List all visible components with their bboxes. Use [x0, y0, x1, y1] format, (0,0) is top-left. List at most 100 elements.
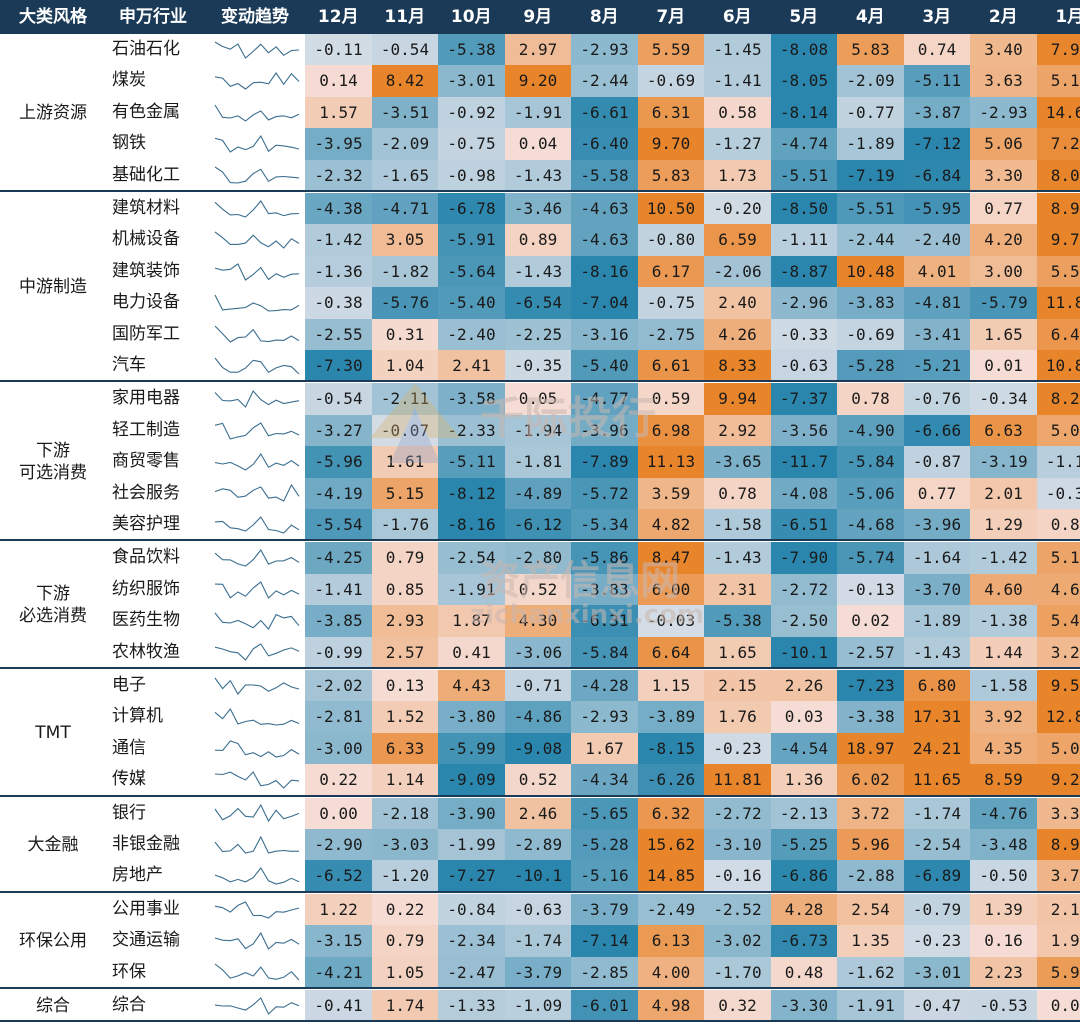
heatmap-cell: -4.63 [571, 193, 638, 224]
heatmap-cell: -5.72 [571, 478, 638, 509]
heatmap-cell: 5.95 [1037, 957, 1080, 988]
heatmap-cell: 9.70 [638, 128, 705, 159]
trend-sparkline [214, 71, 300, 91]
industry-name: 建筑装饰 [112, 256, 208, 287]
heatmap-cell: -1.20 [372, 860, 439, 891]
heatmap-cell: -1.62 [837, 957, 904, 988]
heatmap-cell: -4.19 [305, 478, 372, 509]
heatmap-cell: -6.73 [771, 925, 838, 956]
heatmap-cell: -2.32 [305, 160, 372, 191]
heatmap-cell: 2.46 [505, 798, 572, 829]
heatmap-cell: 4.35 [970, 733, 1037, 764]
group-label: 环保公用 [0, 894, 106, 988]
heatmap-cell: -2.75 [638, 319, 705, 350]
group-label: 中游制造 [0, 193, 106, 381]
heatmap-cell: -6.84 [904, 160, 971, 191]
heatmap-cell: -3.30 [771, 990, 838, 1021]
heatmap-cell: -1.91 [505, 97, 572, 128]
sparkline-path [215, 998, 299, 1014]
heatmap-cell: -7.19 [837, 160, 904, 191]
group-divider [0, 891, 1080, 893]
heatmap-cell: -0.41 [305, 990, 372, 1021]
heatmap-cell: 11.82 [1037, 287, 1080, 318]
industry-name: 传媒 [112, 764, 208, 795]
heatmap-cell: -5.25 [771, 829, 838, 860]
sparkline-path [215, 358, 299, 374]
heatmap-cell: 6.02 [837, 764, 904, 795]
heatmap-cell: 8.42 [372, 65, 439, 96]
heatmap-cell: -0.16 [704, 860, 771, 891]
heatmap-cell: 0.85 [372, 574, 439, 605]
heatmap-cell: -1.45 [704, 34, 771, 65]
sparkline-path [215, 423, 299, 439]
heatmap-cell: -1.43 [704, 542, 771, 573]
heatmap-cell: -8.14 [771, 97, 838, 128]
watermark-logo-icon [360, 378, 470, 468]
sparkline-path [215, 964, 299, 980]
heatmap-cell: -1.70 [704, 957, 771, 988]
sparkline-path [215, 42, 299, 58]
heatmap-cell: 2.93 [372, 605, 439, 636]
sparkline-path [215, 678, 299, 694]
industry-name: 建筑材料 [112, 193, 208, 224]
heatmap-cell: -3.16 [571, 319, 638, 350]
heatmap-cell: 9.94 [704, 383, 771, 414]
heatmap-cell: -8.15 [638, 733, 705, 764]
column-header: 变动趋势 [208, 0, 302, 34]
heatmap-cell: 0.79 [372, 542, 439, 573]
heatmap-cell: -1.42 [305, 224, 372, 255]
heatmap-cell: 1.29 [970, 509, 1037, 540]
heatmap-cell: 14.67 [1037, 97, 1080, 128]
heatmap-cell: 5.54 [1037, 256, 1080, 287]
heatmap-cell: -2.40 [904, 224, 971, 255]
heatmap-cell: -5.51 [771, 160, 838, 191]
heatmap-cell: 3.40 [970, 34, 1037, 65]
trend-sparkline [214, 803, 300, 823]
heatmap-cell: 0.16 [970, 925, 1037, 956]
heatmap-cell: -2.44 [571, 65, 638, 96]
trend-sparkline [214, 134, 300, 154]
heatmap-cell: 10.48 [837, 256, 904, 287]
heatmap-cell: -3.51 [372, 97, 439, 128]
heatmap-cell: -2.40 [438, 319, 505, 350]
heatmap-cell: -0.34 [970, 383, 1037, 414]
heatmap-cell: -3.80 [438, 701, 505, 732]
heatmap-cell: -5.76 [372, 287, 439, 318]
heatmap-cell: -0.80 [638, 224, 705, 255]
heatmap-cell: -3.95 [305, 128, 372, 159]
heatmap-cell: -0.69 [638, 65, 705, 96]
heatmap-cell: -0.77 [837, 97, 904, 128]
heatmap-cell: -5.54 [305, 509, 372, 540]
heatmap-cell: -1.42 [970, 542, 1037, 573]
heatmap-cell: -3.01 [904, 957, 971, 988]
heatmap-cell: 1.36 [771, 764, 838, 795]
sparkline-path [215, 295, 299, 311]
heatmap-cell: -5.40 [571, 350, 638, 381]
heatmap-cell: -5.84 [571, 637, 638, 668]
industry-name: 有色金属 [112, 97, 208, 128]
heatmap-cell: -1.81 [505, 446, 572, 477]
heatmap-cell: 1.04 [372, 350, 439, 381]
trend-sparkline [214, 642, 300, 662]
sparkline-path [215, 232, 299, 248]
heatmap-cell: -7.14 [571, 925, 638, 956]
sparkline-path [215, 73, 299, 89]
heatmap-cell: -6.26 [638, 764, 705, 795]
heatmap-cell: -4.63 [571, 224, 638, 255]
heatmap-cell: 0.74 [904, 34, 971, 65]
heatmap-cell: -7.89 [571, 446, 638, 477]
heatmap-cell: -5.38 [704, 605, 771, 636]
heatmap-cell: -8.16 [438, 509, 505, 540]
heatmap-cell: -5.95 [904, 193, 971, 224]
sparkline-path [215, 805, 299, 821]
heatmap-cell: -0.98 [438, 160, 505, 191]
trend-sparkline [214, 262, 300, 282]
industry-name: 电子 [112, 670, 208, 701]
heatmap-cell: 17.31 [904, 701, 971, 732]
industry-name: 交通运输 [112, 925, 208, 956]
heatmap-cell: -7.23 [837, 670, 904, 701]
heatmap-cell: 8.90 [1037, 829, 1080, 860]
sparkline-path [215, 709, 299, 725]
heatmap-cell: -7.37 [771, 383, 838, 414]
